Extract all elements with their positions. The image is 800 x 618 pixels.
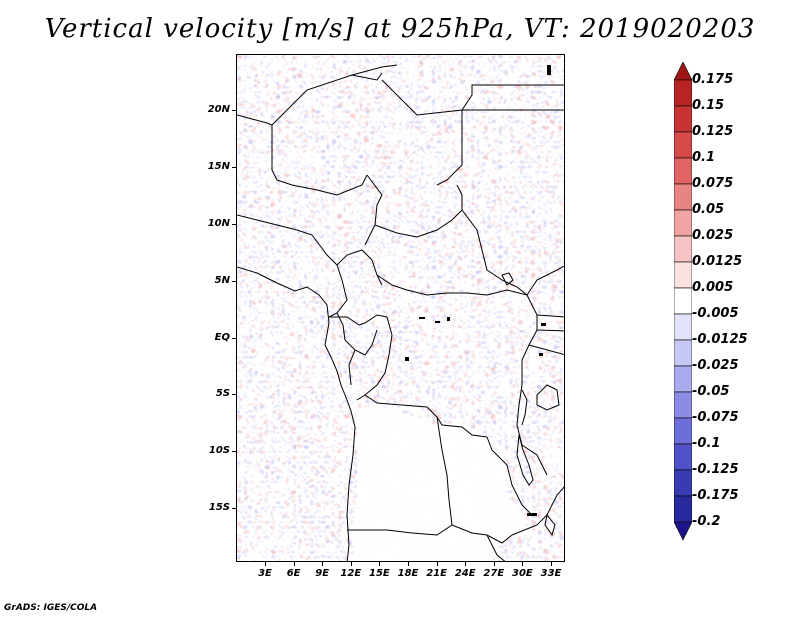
colorbar-segment bbox=[674, 313, 692, 341]
lon-label-12e: 12E bbox=[340, 568, 362, 579]
grads-credit: GrADS: IGES/COLA bbox=[4, 603, 98, 613]
lat-tick bbox=[232, 338, 237, 339]
colorbar-level-label: 0.15 bbox=[692, 98, 725, 113]
lat-tick bbox=[232, 508, 237, 509]
lon-tick bbox=[551, 561, 552, 566]
lat-tick bbox=[232, 224, 237, 225]
colorbar-level-label: 0.0125 bbox=[692, 254, 743, 269]
colorbar-segment bbox=[674, 209, 692, 237]
lon-label-27e: 27E bbox=[483, 568, 505, 579]
colorbar-level-label: -0.05 bbox=[692, 384, 730, 399]
lat-tick bbox=[232, 167, 237, 168]
lon-tick bbox=[465, 561, 467, 566]
colorbar-level-label: 0.175 bbox=[692, 72, 734, 87]
plot-title: Vertical velocity [m/s] at 925hPa, VT: 2… bbox=[44, 14, 756, 44]
colorbar-segment bbox=[674, 469, 692, 497]
colorbar-level-label: -0.075 bbox=[692, 410, 739, 425]
colorbar-level-label: 0.125 bbox=[692, 124, 734, 139]
colorbar-segment bbox=[674, 495, 692, 523]
colorbar-level-label: 0.1 bbox=[692, 150, 716, 165]
colorbar-segment bbox=[674, 79, 692, 107]
colorbar-top-arrow bbox=[674, 62, 692, 81]
colorbar-bottom-arrow bbox=[674, 521, 692, 541]
blank-region bbox=[352, 405, 527, 561]
lake-markers bbox=[405, 65, 551, 516]
lat-label-15s: 15S bbox=[208, 502, 230, 513]
colorbar-segment bbox=[674, 287, 692, 315]
colorbar-level-label: 0.025 bbox=[692, 228, 734, 243]
colorbar-level-label: -0.2 bbox=[692, 514, 721, 529]
country-borders bbox=[237, 64, 564, 561]
colorbar-level-label: -0.0125 bbox=[692, 332, 748, 347]
lon-tick bbox=[350, 561, 352, 566]
colorbar-level-label: -0.125 bbox=[692, 462, 739, 477]
lat-label-eq: EQ bbox=[214, 332, 230, 343]
lat-tick bbox=[232, 110, 237, 111]
lon-tick bbox=[522, 561, 524, 566]
colorbar-segment bbox=[674, 339, 692, 367]
lat-label-20n: 20N bbox=[207, 104, 230, 115]
colorbar-segment bbox=[674, 443, 692, 471]
colorbar-segment bbox=[674, 365, 692, 393]
colorbar-segment bbox=[674, 235, 692, 263]
lon-tick bbox=[379, 561, 381, 566]
colorbar-segment bbox=[674, 183, 692, 211]
lon-tick bbox=[322, 561, 324, 566]
lon-label-33e: 33E bbox=[540, 568, 562, 579]
lon-label-6e: 6E bbox=[286, 568, 301, 579]
lon-label-9e: 9E bbox=[315, 568, 330, 579]
lat-tick bbox=[232, 394, 237, 395]
lon-tick bbox=[265, 561, 266, 566]
lon-label-18e: 18E bbox=[397, 568, 419, 579]
lon-tick bbox=[293, 561, 295, 566]
lat-label-15n: 15N bbox=[207, 161, 230, 172]
colorbar-segment bbox=[674, 105, 692, 133]
colorbar-level-label: 0.005 bbox=[692, 280, 734, 295]
colorbar bbox=[674, 62, 692, 541]
lat-label-5n: 5N bbox=[214, 275, 230, 286]
lon-tick bbox=[408, 561, 409, 566]
lon-label-21e: 21E bbox=[426, 568, 447, 579]
lon-label-30e: 30E bbox=[512, 568, 533, 579]
lat-tick bbox=[232, 451, 237, 452]
map-frame bbox=[236, 54, 565, 562]
lat-tick bbox=[232, 281, 237, 282]
lat-label-10s: 10S bbox=[208, 445, 230, 456]
colorbar-level-label: 0.075 bbox=[692, 176, 734, 191]
lon-label-15e: 15E bbox=[369, 568, 390, 579]
colorbar-level-label: -0.175 bbox=[692, 488, 739, 503]
colorbar-segment bbox=[674, 261, 692, 289]
colorbar-segment bbox=[674, 417, 692, 445]
lon-tick bbox=[436, 561, 438, 566]
lat-label-5s: 5S bbox=[215, 388, 230, 399]
lat-label-10n: 10N bbox=[207, 218, 230, 229]
lon-tick bbox=[493, 561, 495, 566]
colorbar-segment bbox=[674, 131, 692, 159]
colorbar-level-label: -0.1 bbox=[692, 436, 721, 451]
map-canvas bbox=[237, 55, 564, 561]
lon-label-24e: 24E bbox=[454, 568, 476, 579]
colorbar-level-label: 0.05 bbox=[692, 202, 725, 217]
colorbar-segment bbox=[674, 391, 692, 419]
colorbar-level-label: -0.005 bbox=[692, 306, 739, 321]
lon-label-3e: 3E bbox=[258, 568, 272, 579]
colorbar-segment bbox=[674, 157, 692, 185]
colorbar-level-label: -0.025 bbox=[692, 358, 739, 373]
